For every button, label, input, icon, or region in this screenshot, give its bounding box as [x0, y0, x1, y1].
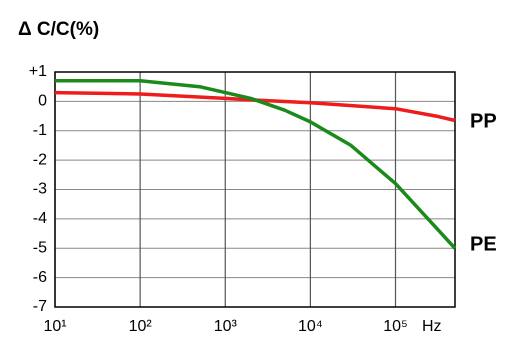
- plot-border: [54, 71, 456, 308]
- line-series: [54, 90, 456, 123]
- y-tick-label: -7: [33, 298, 47, 315]
- legend-label: PP: [470, 110, 497, 132]
- x-tick-label: 10¹: [43, 318, 66, 335]
- legend-label: PE: [470, 233, 497, 255]
- y-tick-label: -1: [33, 122, 47, 139]
- x-tick-label: 10²: [129, 318, 153, 335]
- y-tick-label: -4: [33, 210, 47, 227]
- y-tick-label: +1: [29, 63, 47, 80]
- x-tick-label: 10⁴: [298, 318, 323, 335]
- y-tick-label: -6: [33, 269, 47, 286]
- y-tick-label: -3: [33, 181, 47, 198]
- x-tick-label: 10⁵: [383, 318, 407, 335]
- x-axis-label: Hz: [422, 318, 442, 335]
- y-tick-label: -2: [33, 151, 47, 168]
- y-tick-label: -5: [33, 239, 47, 256]
- x-tick-label: 10³: [214, 318, 238, 335]
- chart-title: Δ C/C(%): [18, 19, 99, 40]
- line-series: [55, 79, 457, 250]
- y-tick-label: 0: [38, 93, 47, 110]
